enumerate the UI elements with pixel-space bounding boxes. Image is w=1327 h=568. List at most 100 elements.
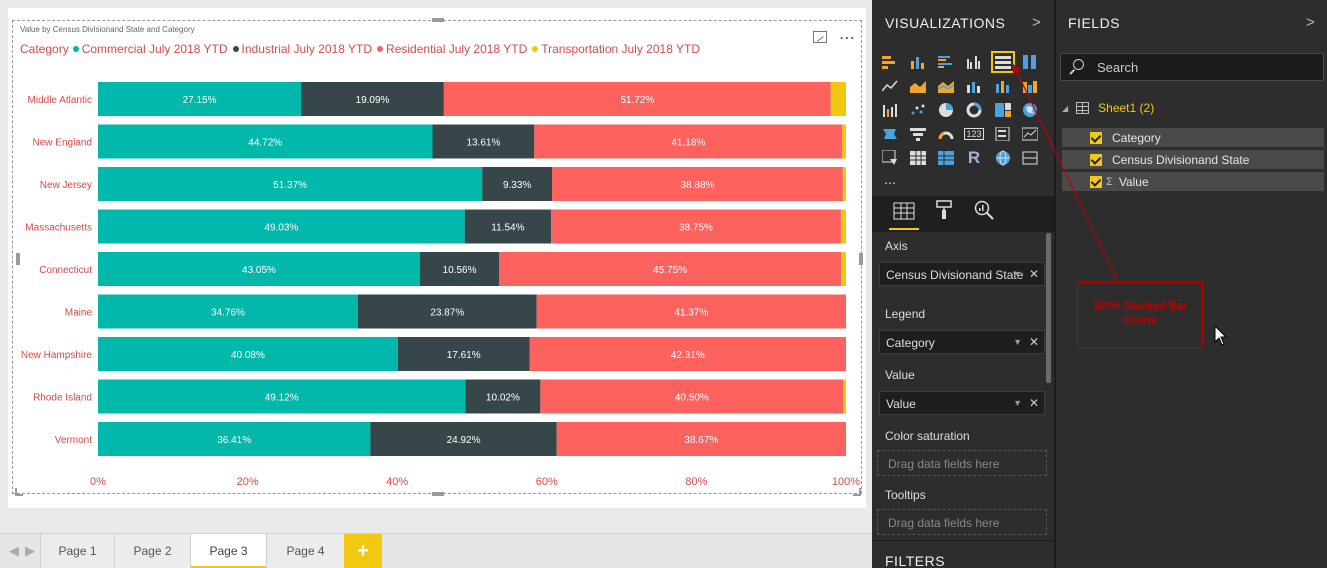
remove-field-icon[interactable]: ✕ (1028, 396, 1039, 410)
resize-handle[interactable] (432, 18, 444, 22)
table-node-sheet1[interactable]: ◢ Sheet1 (2) (1062, 99, 1154, 117)
bar-segment[interactable] (540, 379, 844, 414)
pie-chart-icon[interactable] (937, 101, 955, 119)
bar-segment[interactable] (98, 167, 483, 201)
tab-page-1[interactable]: Page 1 (40, 534, 114, 568)
bar-segment[interactable] (830, 82, 846, 116)
fields-search-box[interactable] (1060, 53, 1324, 81)
hundred-percent-stacked-bar-icon[interactable] (994, 53, 1012, 71)
multi-row-card-icon[interactable] (994, 125, 1012, 143)
waterfall-chart-icon[interactable] (881, 101, 899, 119)
format-tab[interactable] (929, 200, 959, 230)
legend-well[interactable]: Category ▼ ✕ (879, 330, 1045, 354)
more-options-icon[interactable]: ⋯ (839, 30, 856, 47)
r-visual-icon[interactable]: R (967, 148, 981, 167)
chevron-down-icon[interactable]: ▼ (1013, 398, 1022, 408)
tab-page-3[interactable]: Page 3 (190, 534, 266, 568)
bar-segment[interactable] (98, 252, 421, 286)
bar-segment[interactable] (534, 124, 843, 159)
bar-segment[interactable] (840, 209, 846, 244)
analytics-tab[interactable] (969, 200, 999, 230)
clustered-column-chart-icon[interactable] (965, 53, 983, 71)
field-row-value[interactable]: Σ Value (1062, 172, 1324, 192)
kpi-icon[interactable] (1021, 125, 1039, 143)
stacked-bar-chart-icon[interactable] (881, 53, 899, 71)
collapse-chevron-icon[interactable]: > (1032, 14, 1041, 31)
pane-scrollbar[interactable] (1046, 233, 1051, 383)
custom-visual-icon[interactable] (1021, 149, 1039, 167)
bar-segment[interactable] (397, 337, 530, 371)
hundred-percent-stacked-column-icon[interactable] (1021, 53, 1039, 71)
table-icon[interactable] (909, 149, 927, 167)
legend-item-commercial[interactable]: Commercial July 2018 YTD (72, 42, 228, 56)
card-icon[interactable]: 123 (964, 128, 984, 140)
line-and-clustered-column-icon[interactable] (994, 77, 1012, 95)
area-chart-icon[interactable] (909, 77, 927, 95)
bar-segment[interactable] (843, 379, 846, 414)
gauge-icon[interactable] (937, 125, 955, 143)
bar-segment[interactable] (98, 422, 371, 456)
collapse-chevron-icon[interactable]: > (1306, 14, 1315, 31)
focus-mode-icon[interactable] (813, 31, 827, 43)
line-chart-icon[interactable] (881, 77, 899, 95)
chevron-down-icon[interactable]: ▼ (1013, 269, 1022, 279)
collapse-triangle-icon[interactable]: ◢ (1062, 103, 1069, 113)
remove-field-icon[interactable]: ✕ (1028, 335, 1039, 349)
legend-item-residential[interactable]: Residential July 2018 YTD (377, 42, 527, 56)
bar-segment[interactable] (536, 294, 846, 329)
next-page-icon[interactable]: ▶ (25, 543, 35, 558)
map-icon[interactable] (1021, 101, 1039, 119)
scatter-chart-icon[interactable] (909, 101, 927, 119)
remove-field-icon[interactable]: ✕ (1028, 267, 1039, 281)
bar-segment[interactable] (556, 422, 846, 456)
bar-segment[interactable] (464, 209, 552, 244)
chevron-down-icon[interactable]: ▼ (1013, 337, 1022, 347)
bar-segment[interactable] (443, 82, 831, 116)
search-input[interactable] (1097, 60, 1297, 75)
filled-map-icon[interactable] (881, 125, 899, 143)
bar-segment[interactable] (98, 379, 466, 414)
ribbon-chart-icon[interactable] (1021, 77, 1039, 95)
bar-segment[interactable] (358, 294, 537, 329)
bar-segment[interactable] (482, 167, 553, 201)
bar-segment[interactable] (841, 252, 846, 286)
bar-segment[interactable] (420, 252, 500, 286)
line-and-column-chart-icon[interactable] (965, 77, 983, 95)
add-page-button[interactable]: + (344, 534, 382, 568)
bar-segment[interactable] (551, 209, 841, 244)
bar-segment[interactable] (98, 294, 359, 329)
tab-page-4[interactable]: Page 4 (266, 534, 344, 568)
bar-segment[interactable] (98, 124, 433, 159)
checkbox-checked-icon[interactable] (1090, 131, 1102, 144)
tooltips-drop-zone[interactable]: Drag data fields here (877, 509, 1047, 535)
bar-segment[interactable] (98, 82, 302, 116)
legend-item-transportation[interactable]: Transportation July 2018 YTD (532, 42, 700, 56)
funnel-icon[interactable] (909, 125, 927, 143)
legend-item-industrial[interactable]: Industrial July 2018 YTD (232, 42, 372, 56)
tab-page-2[interactable]: Page 2 (114, 534, 190, 568)
bar-segment[interactable] (301, 82, 444, 116)
clustered-bar-chart-icon[interactable] (937, 53, 955, 71)
field-row-category[interactable]: Category (1062, 128, 1324, 148)
field-row-census-division[interactable]: Census Divisionand State (1062, 150, 1324, 170)
resize-handle[interactable] (432, 492, 444, 496)
slicer-icon[interactable] (881, 149, 899, 167)
previous-page-icon[interactable]: ◀ (9, 543, 19, 558)
checkbox-checked-icon[interactable] (1090, 175, 1102, 188)
resize-handle[interactable] (16, 253, 20, 265)
bar-segment[interactable] (552, 167, 843, 201)
bar-segment[interactable] (529, 337, 846, 371)
filters-header[interactable]: FILTERS (885, 553, 946, 568)
value-well[interactable]: Value ▼ ✕ (879, 391, 1045, 415)
checkbox-checked-icon[interactable] (1090, 153, 1102, 166)
bar-segment[interactable] (499, 252, 842, 286)
bar-segment[interactable] (842, 124, 846, 159)
fields-tab[interactable] (889, 200, 919, 230)
color-saturation-drop-zone[interactable]: Drag data fields here (877, 450, 1047, 476)
more-visuals-icon[interactable]: ... (884, 171, 896, 187)
resize-handle[interactable] (853, 488, 861, 496)
bar-segment[interactable] (842, 167, 846, 201)
bar-segment[interactable] (98, 337, 398, 371)
resize-handle[interactable] (15, 488, 23, 496)
bar-segment[interactable] (465, 379, 541, 414)
